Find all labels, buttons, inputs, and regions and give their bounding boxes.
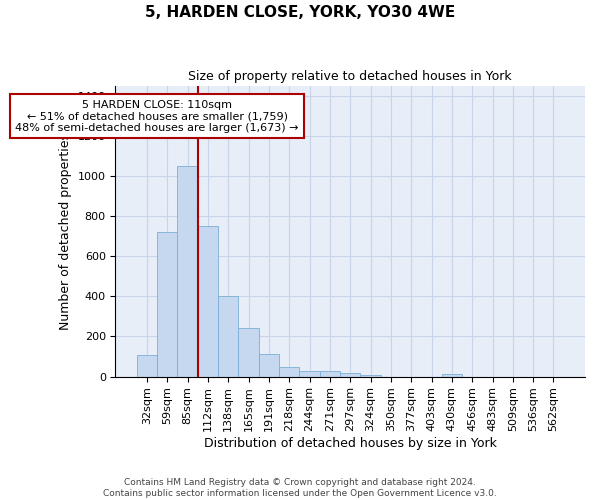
Bar bbox=[299, 371, 320, 376]
Bar bbox=[279, 367, 299, 376]
X-axis label: Distribution of detached houses by size in York: Distribution of detached houses by size … bbox=[204, 437, 497, 450]
Bar bbox=[340, 372, 361, 376]
Bar bbox=[442, 374, 462, 376]
Bar bbox=[137, 355, 157, 376]
Bar bbox=[198, 226, 218, 376]
Y-axis label: Number of detached properties: Number of detached properties bbox=[59, 132, 72, 330]
Bar bbox=[238, 328, 259, 376]
Text: 5 HARDEN CLOSE: 110sqm
← 51% of detached houses are smaller (1,759)
48% of semi-: 5 HARDEN CLOSE: 110sqm ← 51% of detached… bbox=[16, 100, 299, 133]
Title: Size of property relative to detached houses in York: Size of property relative to detached ho… bbox=[188, 70, 512, 83]
Bar bbox=[178, 166, 198, 376]
Text: Contains HM Land Registry data © Crown copyright and database right 2024.
Contai: Contains HM Land Registry data © Crown c… bbox=[103, 478, 497, 498]
Bar bbox=[320, 371, 340, 376]
Bar bbox=[259, 354, 279, 376]
Bar bbox=[361, 374, 381, 376]
Bar bbox=[218, 296, 238, 376]
Bar bbox=[157, 232, 178, 376]
Text: 5, HARDEN CLOSE, YORK, YO30 4WE: 5, HARDEN CLOSE, YORK, YO30 4WE bbox=[145, 5, 455, 20]
